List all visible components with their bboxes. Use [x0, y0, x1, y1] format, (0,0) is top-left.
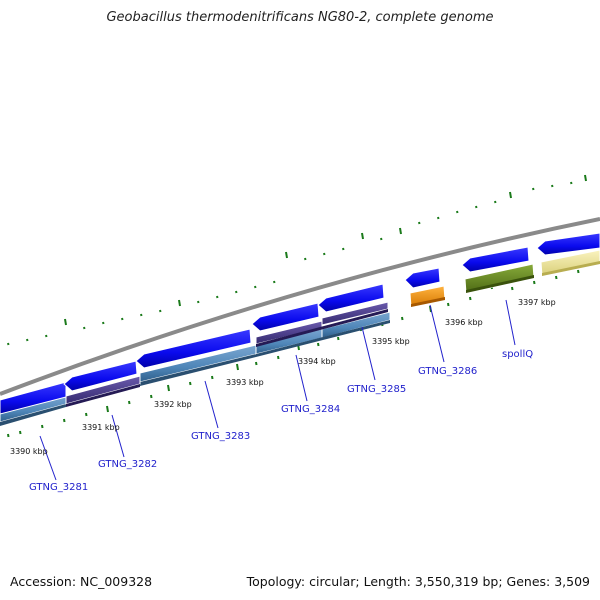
kbp-label: 3397 kbp	[518, 298, 556, 307]
gene-label-gtng-3281[interactable]: GTNG_3281	[29, 482, 88, 493]
kbp-scale-labels: 3390 kbp 3391 kbp 3392 kbp 3393 kbp 3394…	[10, 298, 556, 456]
gene-labels: GTNG_3281 GTNG_3282 GTNG_3283 GTNG_3284 …	[29, 349, 533, 493]
gene-label-gtng-3283[interactable]: GTNG_3283	[191, 431, 250, 442]
gene-label-gtng-3286[interactable]: GTNG_3286	[418, 366, 477, 377]
kbp-label: 3392 kbp	[154, 400, 192, 409]
lower-tick-row	[7, 269, 580, 438]
kbp-label: 3394 kbp	[298, 357, 336, 366]
gene-leader-lines	[39, 299, 516, 481]
gene-label-gtng-3285[interactable]: GTNG_3285	[347, 384, 406, 395]
cds-track	[0, 232, 600, 415]
cds-arrow-gtng-3285	[317, 283, 385, 313]
cds-arrow-gtng-3286	[404, 267, 441, 289]
cds-arrow-right-edge	[536, 232, 600, 256]
feature-track-middle	[65, 249, 600, 407]
feature-track-lower	[0, 311, 391, 426]
gene-label-gtng-3284[interactable]: GTNG_3284	[281, 404, 340, 415]
gene-label-gtng-3282[interactable]: GTNG_3282	[98, 459, 157, 470]
kbp-label: 3395 kbp	[372, 337, 410, 346]
gene-bar-cream	[540, 249, 600, 277]
kbp-label: 3391 kbp	[82, 423, 120, 432]
gene-label-spoiiq[interactable]: spollQ	[502, 349, 533, 360]
accession-label: Accession: NC_009328	[10, 574, 153, 589]
genome-backbone	[0, 217, 600, 396]
cds-arrow-gtng-3284	[251, 302, 320, 332]
kbp-label: 3390 kbp	[10, 447, 48, 456]
kbp-label: 3396 kbp	[445, 318, 483, 327]
upper-tick-row	[7, 174, 587, 346]
genome-summary: Topology: circular; Length: 3,550,319 bp…	[246, 574, 590, 589]
cds-arrow-gtng-3281	[0, 381, 67, 415]
cds-arrow-gtng-3283	[135, 328, 252, 369]
cds-arrow-spoiiq	[461, 246, 530, 273]
cds-arrow-gtng-3282	[63, 360, 138, 392]
map-title: Geobacillus thermodenitrificans NG80-2, …	[106, 10, 494, 25]
kbp-label: 3393 kbp	[226, 378, 264, 387]
